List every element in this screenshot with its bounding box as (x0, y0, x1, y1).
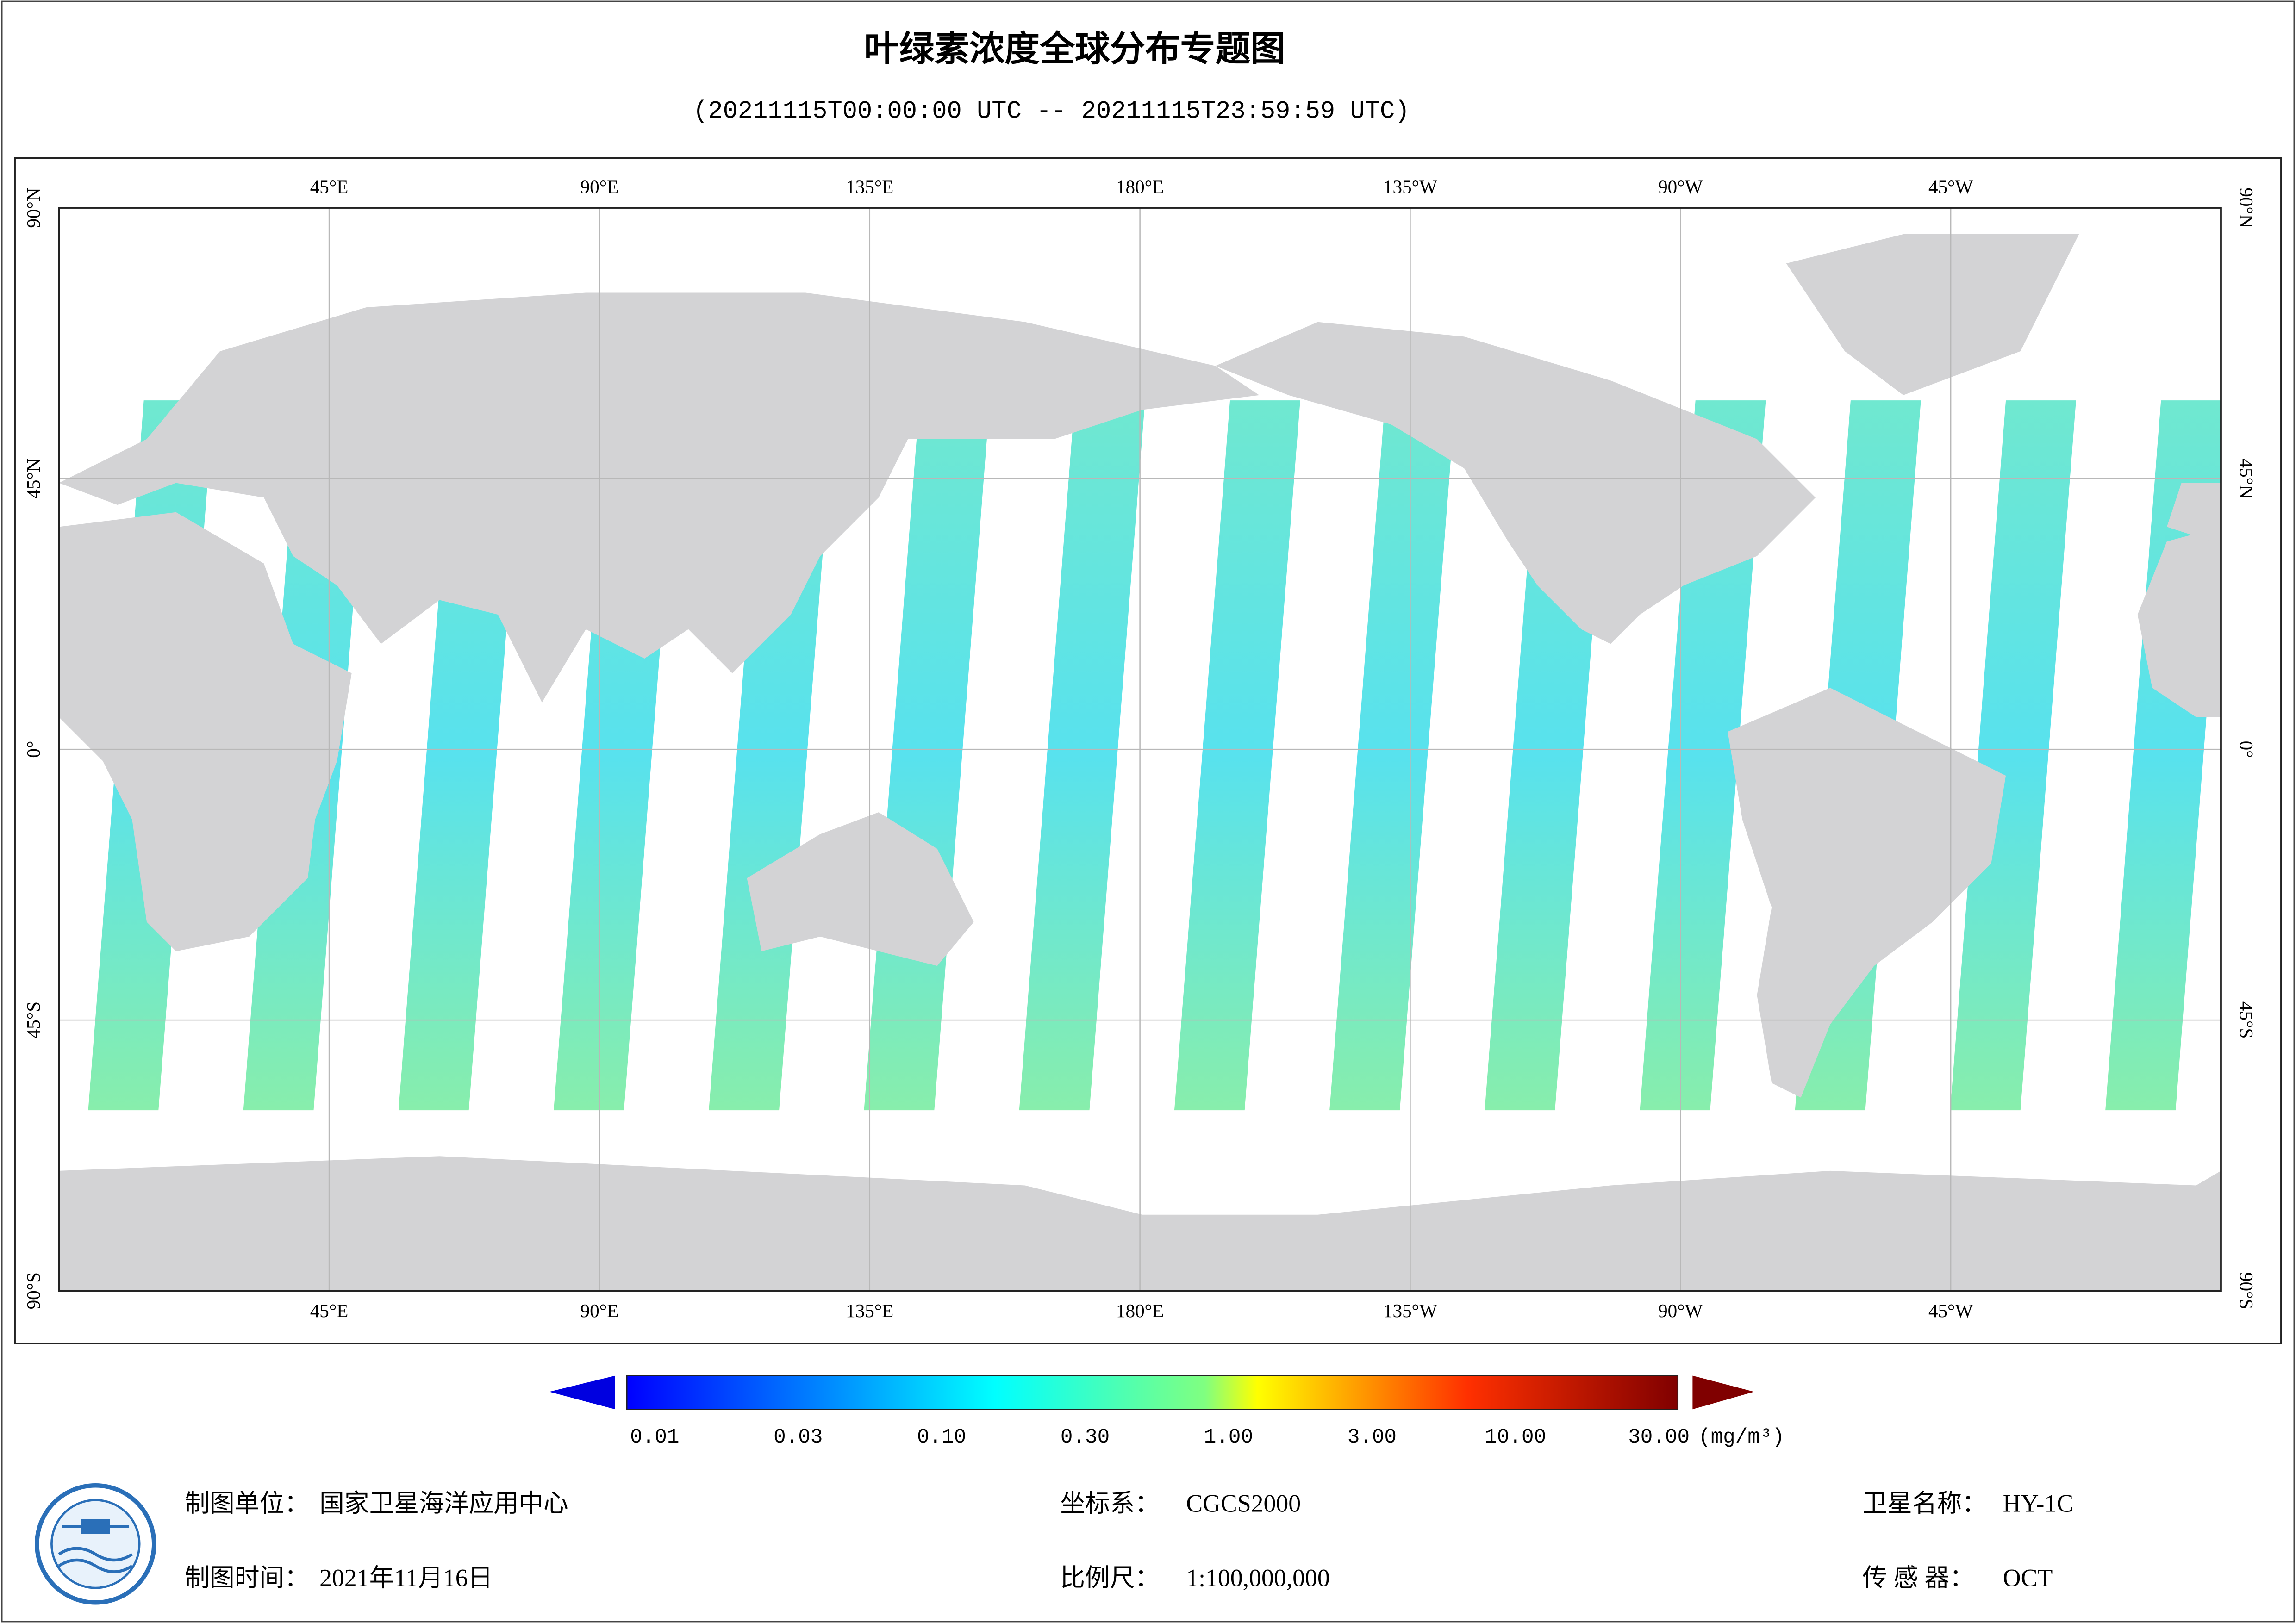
footer-label: 传 感 器： (1862, 1564, 1974, 1592)
subtitle: (20211115T00:00:00 UTC -- 20211115T23:59… (693, 98, 1410, 126)
footer-value: 2021年11月16日 (319, 1564, 493, 1592)
map-border (58, 207, 2222, 1292)
lon-label-top: 90°W (1658, 176, 1703, 197)
lon-label-bottom: 180°E (1116, 1300, 1164, 1321)
land (1786, 234, 2079, 395)
map-frame (14, 157, 2282, 1344)
lat-label-left: 0° (23, 741, 44, 758)
colorbar-tick-label: 0.03 (774, 1426, 823, 1449)
footer-label: 比例尺： (1060, 1564, 1160, 1592)
colorbar-tick-label: 0.10 (917, 1426, 966, 1449)
colorbar-tick-label: 0.01 (630, 1426, 679, 1449)
land (2137, 527, 2221, 717)
lon-label-bottom: 45°W (1928, 1300, 1973, 1321)
colorbar-tick-label: 30.00 (1628, 1426, 1690, 1449)
data-swath (1329, 400, 1456, 1111)
footer-value: 国家卫星海洋应用中心 (319, 1489, 568, 1517)
lon-label-bottom: 90°E (580, 1300, 619, 1321)
colorbar-tick-label: 1.00 (1204, 1426, 1253, 1449)
footer-value: 1:100,000,000 (1186, 1564, 1330, 1592)
lat-label-right: 0° (2236, 741, 2257, 758)
footer-label: 坐标系： (1060, 1489, 1160, 1517)
colorbar-bar (626, 1375, 1679, 1410)
footer-label: 制图单位： (185, 1489, 309, 1517)
title: 叶绿素浓度全球分布专题图 (864, 29, 1286, 69)
land (747, 812, 974, 966)
data-swath (1950, 400, 2076, 1111)
land (1215, 322, 1816, 644)
colorbar (549, 1375, 1754, 1410)
colorbar-tick-label: 0.30 (1061, 1426, 1110, 1449)
colorbar-high-arrow (1692, 1375, 1754, 1410)
data-swath (1640, 400, 1766, 1111)
footer-value: OCT (2003, 1564, 2053, 1592)
lat-label-right: 45°N (2236, 458, 2257, 498)
lon-label-bottom: 45°E (310, 1300, 349, 1321)
lon-label-top: 180°E (1116, 176, 1164, 197)
colorbar-tick-label: 10.00 (1485, 1426, 1546, 1449)
colorbar-tick-label: 3.00 (1348, 1426, 1397, 1449)
lon-label-top: 90°E (580, 176, 619, 197)
lat-label-right: 45°S (2236, 1001, 2257, 1038)
data-swath (1174, 400, 1300, 1111)
map-area (59, 208, 2221, 1291)
footer-value: HY-1C (2003, 1489, 2073, 1517)
lon-label-bottom: 90°W (1658, 1300, 1703, 1321)
lon-label-top: 135°E (846, 176, 893, 197)
data-swath (1019, 400, 1145, 1111)
lat-label-left: 45°N (23, 458, 44, 498)
lon-label-top: 45°E (310, 176, 349, 197)
footer-label: 卫星名称： (1862, 1489, 1987, 1517)
lon-label-top: 135°W (1383, 176, 1437, 197)
land (59, 292, 1260, 703)
land (2166, 483, 2221, 545)
colorbar-unit: (mg/m³) (1698, 1426, 1784, 1449)
colorbar-low-arrow (549, 1375, 615, 1410)
lat-label-right: 90°N (2236, 187, 2257, 228)
lat-label-right: 90°S (2236, 1272, 2257, 1309)
lat-label-left: 45°S (23, 1001, 44, 1038)
colorbar-ticks: 0.01 0.03 0.10 0.30 1.00 3.00 10.00 30.00 (630, 1426, 1690, 1449)
logo (35, 1483, 156, 1605)
lat-label-left: 90°S (23, 1272, 44, 1309)
lon-label-bottom: 135°E (846, 1300, 893, 1321)
footer-value: CGCS2000 (1186, 1489, 1301, 1517)
footer-label: 制图时间： (185, 1564, 309, 1592)
lat-label-left: 90°N (23, 187, 44, 228)
land (59, 512, 352, 951)
lon-label-top: 45°W (1928, 176, 1973, 197)
graticule-labels: 45°E 45°E 90°E 90°E 135°E 135°E 180°E 180°E 135°… (23, 176, 2257, 1321)
land (1728, 688, 2006, 1098)
lon-label-bottom: 135°W (1383, 1300, 1437, 1321)
